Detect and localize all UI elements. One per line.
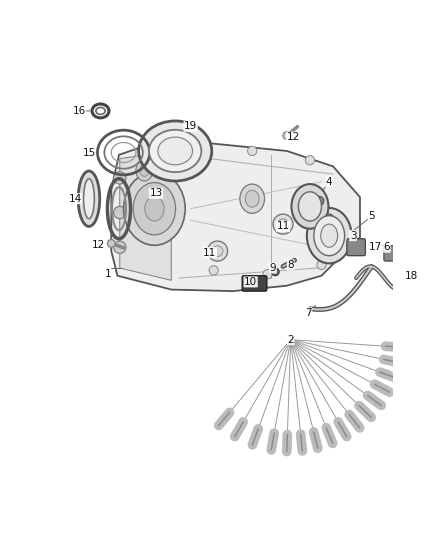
Text: 7: 7 bbox=[305, 308, 312, 318]
Circle shape bbox=[272, 268, 279, 276]
FancyBboxPatch shape bbox=[242, 276, 267, 291]
Circle shape bbox=[186, 154, 195, 163]
Text: 5: 5 bbox=[368, 212, 375, 221]
Text: 2: 2 bbox=[287, 335, 294, 345]
Ellipse shape bbox=[124, 172, 185, 245]
Text: 9: 9 bbox=[270, 263, 276, 273]
Text: 17: 17 bbox=[369, 242, 382, 252]
Ellipse shape bbox=[298, 192, 321, 221]
Text: 14: 14 bbox=[68, 193, 82, 204]
Ellipse shape bbox=[78, 171, 100, 227]
Circle shape bbox=[335, 231, 344, 240]
Ellipse shape bbox=[136, 159, 153, 181]
Text: 4: 4 bbox=[326, 177, 332, 187]
Ellipse shape bbox=[321, 224, 338, 247]
Circle shape bbox=[208, 241, 228, 261]
Text: 12: 12 bbox=[92, 240, 105, 250]
Text: 12: 12 bbox=[286, 132, 300, 142]
Circle shape bbox=[212, 246, 223, 256]
Ellipse shape bbox=[133, 182, 176, 235]
Circle shape bbox=[209, 265, 218, 275]
Ellipse shape bbox=[140, 164, 149, 176]
Circle shape bbox=[113, 172, 126, 184]
Circle shape bbox=[113, 241, 126, 253]
Circle shape bbox=[283, 132, 291, 140]
Circle shape bbox=[278, 219, 288, 230]
Circle shape bbox=[113, 206, 126, 219]
Polygon shape bbox=[111, 143, 360, 291]
Ellipse shape bbox=[84, 179, 94, 219]
Circle shape bbox=[107, 239, 115, 247]
Circle shape bbox=[305, 156, 314, 165]
Circle shape bbox=[314, 196, 324, 206]
Text: 11: 11 bbox=[276, 221, 290, 231]
Ellipse shape bbox=[149, 130, 201, 172]
FancyBboxPatch shape bbox=[347, 239, 365, 256]
Text: 18: 18 bbox=[405, 271, 418, 281]
Circle shape bbox=[273, 214, 293, 234]
Circle shape bbox=[325, 214, 334, 223]
Polygon shape bbox=[120, 151, 171, 280]
Text: 3: 3 bbox=[350, 231, 357, 241]
Ellipse shape bbox=[138, 121, 212, 181]
Text: 15: 15 bbox=[82, 148, 95, 158]
Ellipse shape bbox=[158, 137, 193, 165]
Circle shape bbox=[247, 147, 257, 156]
Ellipse shape bbox=[145, 196, 164, 221]
Ellipse shape bbox=[314, 216, 345, 256]
Text: 1: 1 bbox=[105, 269, 112, 279]
Ellipse shape bbox=[245, 190, 259, 207]
Text: 6: 6 bbox=[384, 242, 390, 252]
Text: 10: 10 bbox=[244, 277, 257, 287]
Ellipse shape bbox=[291, 184, 328, 229]
Text: 13: 13 bbox=[149, 188, 162, 198]
Text: 19: 19 bbox=[184, 122, 197, 131]
Text: 8: 8 bbox=[287, 260, 294, 270]
Ellipse shape bbox=[240, 184, 265, 213]
Circle shape bbox=[263, 270, 272, 279]
Text: 11: 11 bbox=[203, 248, 216, 257]
FancyBboxPatch shape bbox=[384, 246, 401, 261]
Ellipse shape bbox=[307, 208, 352, 263]
Circle shape bbox=[317, 260, 326, 270]
Text: 16: 16 bbox=[72, 106, 85, 116]
